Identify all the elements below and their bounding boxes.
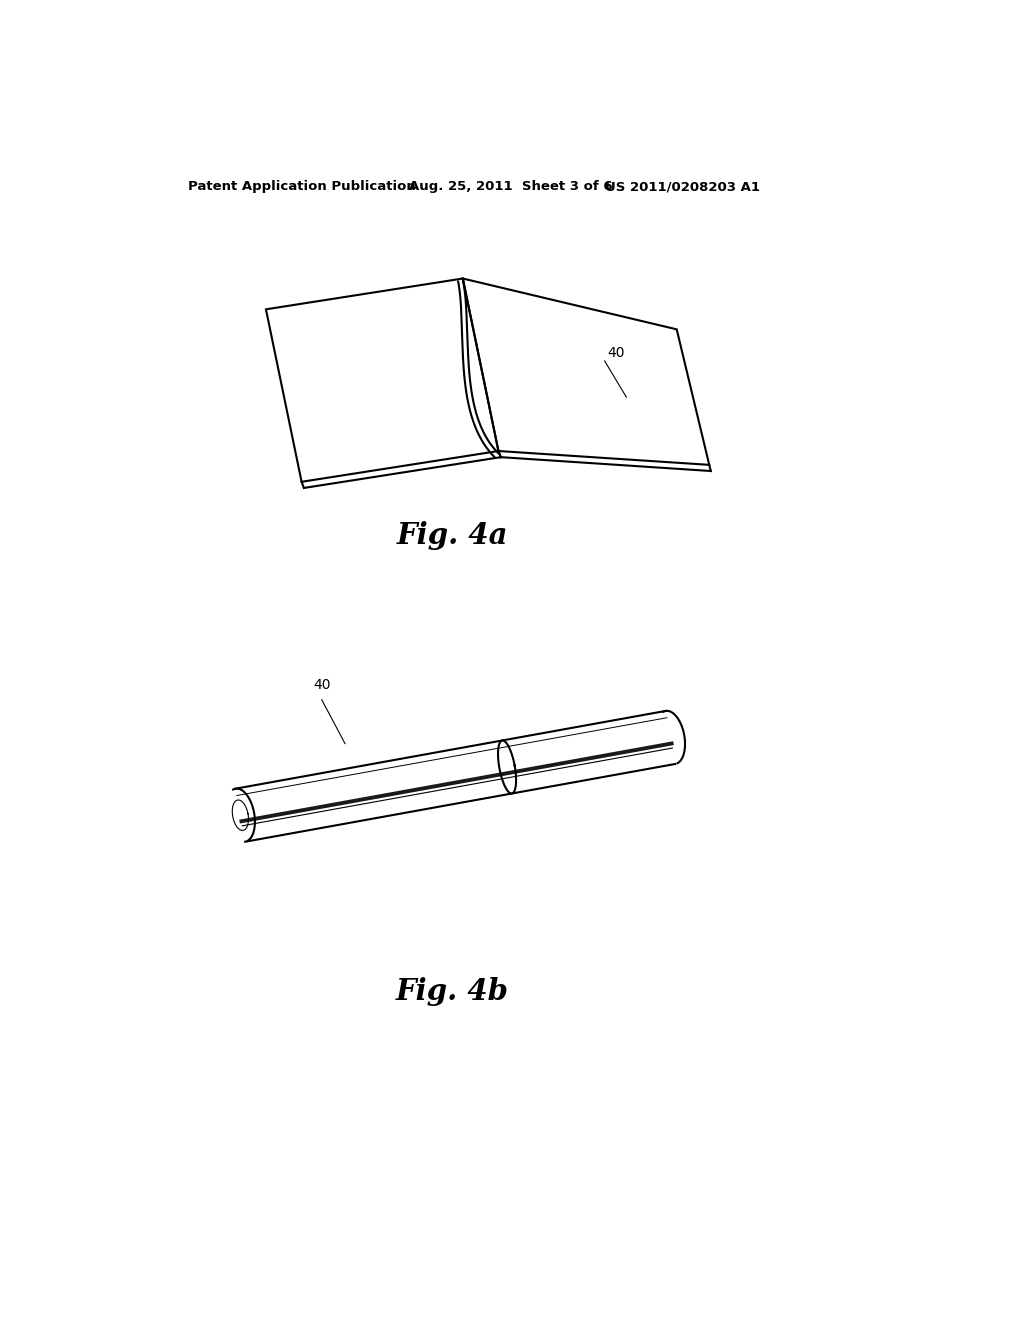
Text: Fig. 4a: Fig. 4a: [396, 521, 508, 550]
Text: Fig. 4b: Fig. 4b: [395, 977, 509, 1006]
Text: US 2011/0208203 A1: US 2011/0208203 A1: [604, 181, 760, 194]
Text: Patent Application Publication: Patent Application Publication: [188, 181, 416, 194]
Text: 40: 40: [607, 346, 625, 360]
Text: 40: 40: [313, 678, 331, 692]
Text: Aug. 25, 2011  Sheet 3 of 6: Aug. 25, 2011 Sheet 3 of 6: [409, 181, 612, 194]
